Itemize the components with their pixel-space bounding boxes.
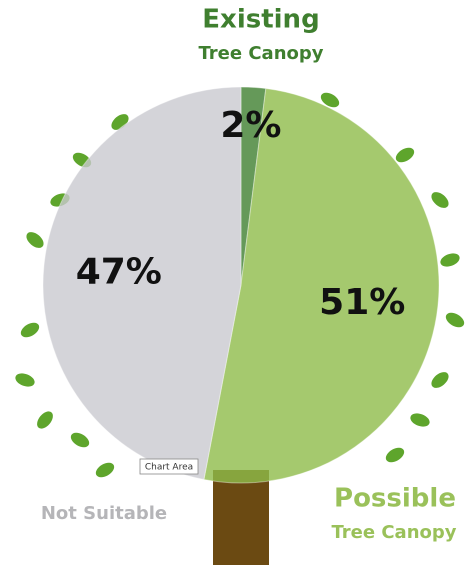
tooltip-box [139,458,199,475]
category-label: Tree Canopy [331,522,456,543]
tooltip-text: Chart Area [145,463,193,473]
tree-trunk [213,470,269,565]
pie-slice [42,86,242,481]
category-label: Possible [334,484,456,514]
tooltip: Chart Area [139,458,199,475]
pie-slice [240,86,267,286]
tree-decoration [15,92,465,565]
category-label: Existing [202,5,319,35]
category-label: Tree Canopy [198,43,323,64]
pie [42,86,440,484]
category-label: Not Suitable [41,503,167,524]
value-label: 51% [319,282,405,323]
leaves [15,92,465,478]
value-label: 2% [220,105,281,146]
value-label: 47% [76,251,162,292]
pie-slice [203,88,440,484]
